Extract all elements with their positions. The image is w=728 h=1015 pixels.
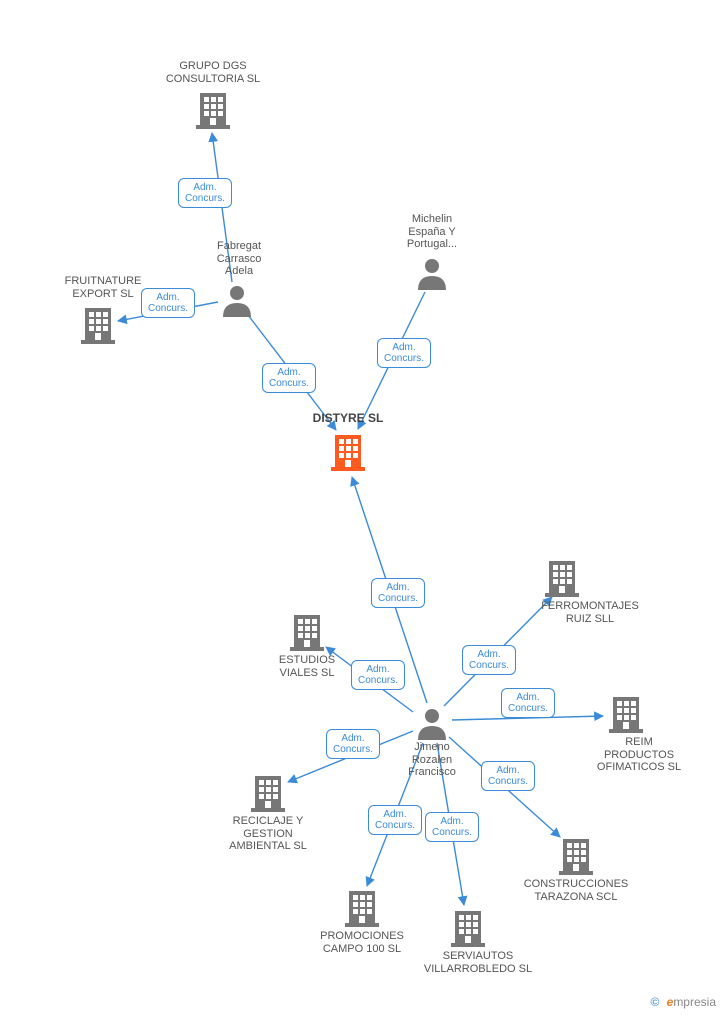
brand-rest: mpresia bbox=[673, 995, 716, 1009]
node-reim bbox=[609, 695, 643, 733]
node-estudios bbox=[290, 613, 324, 651]
node-label-serviautos: SERVIAUTOS VILLARROBLEDO SL bbox=[424, 950, 532, 975]
edge-jimeno-distyre bbox=[352, 477, 427, 703]
edge-label-fabregat-distyre: Adm. Concurs. bbox=[262, 363, 316, 393]
edge-jimeno-reciclaje bbox=[288, 731, 413, 782]
edge-fabregat-fruitnature bbox=[118, 302, 218, 321]
node-label-fruitnature: FRUITNATURE EXPORT SL bbox=[65, 275, 142, 300]
node-reciclaje bbox=[251, 774, 285, 812]
edge-jimeno-construcciones bbox=[449, 737, 560, 837]
node-fruitnature bbox=[81, 306, 115, 344]
node-label-fabregat: Fabregat Carrasco Adela bbox=[217, 240, 262, 278]
node-grupo_dgs bbox=[196, 91, 230, 129]
edge-jimeno-reim bbox=[452, 716, 603, 720]
edge-label-fabregat-fruitnature: Adm. Concurs. bbox=[141, 288, 195, 318]
node-label-jimeno: Jimeno Rozalen Francisco bbox=[408, 741, 456, 779]
node-jimeno bbox=[415, 706, 449, 740]
edge-label-jimeno-distyre: Adm. Concurs. bbox=[371, 578, 425, 608]
diagram-canvas: DISTYRE SL GRUPO DGS CONSULTORIA SL Fabr… bbox=[0, 0, 728, 1015]
edge-label-jimeno-construcciones: Adm. Concurs. bbox=[481, 761, 535, 791]
node-distyre bbox=[331, 433, 365, 471]
node-serviautos bbox=[451, 909, 485, 947]
edge-label-jimeno-reciclaje: Adm. Concurs. bbox=[326, 729, 380, 759]
edge-jimeno-estudios bbox=[326, 647, 413, 712]
node-michelin bbox=[415, 256, 449, 290]
node-label-estudios: ESTUDIOS VIALES SL bbox=[279, 654, 335, 679]
watermark: © empresia bbox=[650, 995, 716, 1009]
node-promociones bbox=[345, 889, 379, 927]
node-ferromontajes bbox=[545, 559, 579, 597]
edge-jimeno-ferromontajes bbox=[444, 597, 552, 706]
edge-label-jimeno-promociones: Adm. Concurs. bbox=[368, 805, 422, 835]
node-label-grupo_dgs: GRUPO DGS CONSULTORIA SL bbox=[166, 60, 260, 85]
node-label-reim: REIM PRODUCTOS OFIMATICOS SL bbox=[597, 736, 681, 774]
copyright-symbol: © bbox=[650, 995, 659, 1009]
node-fabregat bbox=[220, 283, 254, 317]
edge-label-jimeno-reim: Adm. Concurs. bbox=[501, 688, 555, 718]
node-label-michelin: Michelin España Y Portugal... bbox=[407, 213, 457, 251]
edges-layer bbox=[0, 0, 728, 1015]
node-label-ferromontajes: FERROMONTAJES RUIZ SLL bbox=[541, 600, 639, 625]
edge-label-michelin-distyre: Adm. Concurs. bbox=[377, 338, 431, 368]
node-construcciones bbox=[559, 837, 593, 875]
edge-label-jimeno-serviautos: Adm. Concurs. bbox=[425, 812, 479, 842]
node-label-construcciones: CONSTRUCCIONES TARAZONA SCL bbox=[524, 878, 629, 903]
edge-michelin-distyre bbox=[358, 292, 425, 429]
edge-label-jimeno-ferromontajes: Adm. Concurs. bbox=[462, 645, 516, 675]
edge-label-jimeno-estudios: Adm. Concurs. bbox=[351, 660, 405, 690]
node-label-distyre: DISTYRE SL bbox=[313, 412, 384, 426]
node-label-reciclaje: RECICLAJE Y GESTION AMBIENTAL SL bbox=[229, 815, 307, 853]
node-label-promociones: PROMOCIONES CAMPO 100 SL bbox=[320, 930, 404, 955]
edge-label-fabregat-grupo_dgs: Adm. Concurs. bbox=[178, 178, 232, 208]
